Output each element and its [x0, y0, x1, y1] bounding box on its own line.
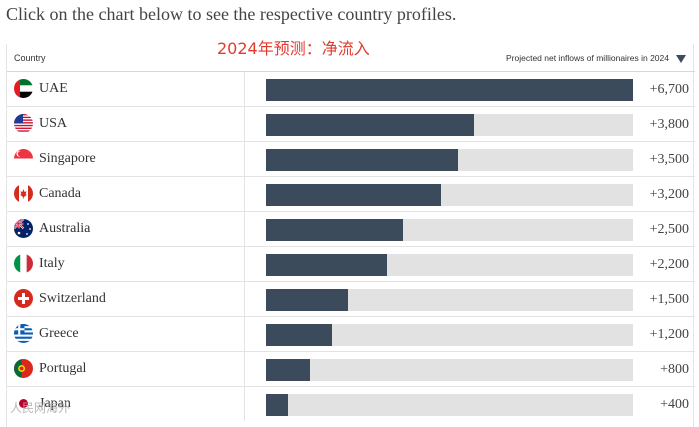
millionaire-inflows-chart: Country 2024年预测：净流入 Projected net inflow… [6, 39, 695, 427]
country-name: Italy [39, 256, 65, 271]
usa-flag-icon [14, 114, 33, 133]
country-row-singapore[interactable]: Singapore +3,500 [7, 141, 695, 176]
value-label: +1,200 [649, 327, 689, 342]
country-name: Greece [39, 326, 79, 341]
bar-track [266, 254, 633, 276]
country-label-cell: Switzerland [7, 282, 245, 316]
triangle-down-icon[interactable] [676, 55, 686, 63]
italy-flag-icon [14, 254, 33, 273]
country-label-cell: Greece [7, 317, 245, 351]
country-name: Switzerland [39, 291, 106, 306]
bar-canada[interactable] [266, 184, 442, 206]
bar-track [266, 219, 633, 241]
watermark: 人民网海外 [10, 401, 71, 415]
greece-flag-icon [14, 324, 33, 343]
country-label-cell: Portugal [7, 352, 245, 386]
bar-portugal[interactable] [266, 359, 310, 381]
country-label-cell: USA [7, 107, 245, 141]
column-header-metric[interactable]: Projected net inflows of millionaires in… [505, 53, 669, 63]
country-name: Canada [39, 186, 81, 201]
value-label: +400 [660, 397, 689, 412]
bar-track [266, 114, 633, 136]
country-row-japan[interactable]: Japan +400 [7, 386, 695, 421]
country-label-cell: Australia [7, 212, 245, 246]
value-label: +6,700 [649, 82, 689, 97]
country-row-greece[interactable]: Greece +1,200 [7, 316, 695, 351]
switzerland-flag-icon [14, 289, 33, 308]
bar-track [266, 289, 633, 311]
value-label: +3,500 [649, 152, 689, 167]
country-name: Japan [39, 396, 71, 411]
value-label: +2,500 [649, 222, 689, 237]
country-row-italy[interactable]: Italy +2,200 [7, 246, 695, 281]
country-name: USA [39, 116, 68, 131]
uae-flag-icon [14, 79, 33, 98]
portugal-flag-icon [14, 359, 33, 378]
bar-greece[interactable] [266, 324, 332, 346]
bar-australia[interactable] [266, 219, 403, 241]
chart-instruction: Click on the chart below to see the resp… [6, 4, 457, 24]
country-row-australia[interactable]: Australia +2,500 [7, 211, 695, 246]
column-header-country: Country [14, 53, 46, 63]
country-label-cell: Japan [7, 387, 245, 421]
bar-italy[interactable] [266, 254, 387, 276]
chart-header: Country 2024年预测：净流入 Projected net inflow… [7, 39, 695, 71]
bar-japan[interactable] [266, 394, 288, 416]
value-label: +3,200 [649, 187, 689, 202]
bar-track [266, 149, 633, 171]
country-name: Portugal [39, 361, 87, 376]
singapore-flag-icon [14, 149, 33, 168]
bar-usa[interactable] [266, 114, 475, 136]
country-name: UAE [39, 81, 68, 96]
value-label: +3,800 [649, 117, 689, 132]
country-label-cell: UAE [7, 72, 245, 106]
chart-rows: UAE +6,700 USA +3,800 Singapore +3,500 Canada +… [7, 71, 695, 421]
country-label-cell: Italy [7, 247, 245, 281]
bar-singapore[interactable] [266, 149, 458, 171]
country-name: Singapore [39, 151, 96, 166]
country-row-switzerland[interactable]: Switzerland +1,500 [7, 281, 695, 316]
country-row-uae[interactable]: UAE +6,700 [7, 71, 695, 106]
country-label-cell: Canada [7, 177, 245, 211]
bar-uae[interactable] [266, 79, 633, 101]
value-label: +800 [660, 362, 689, 377]
country-row-usa[interactable]: USA +3,800 [7, 106, 695, 141]
canada-flag-icon [14, 184, 33, 203]
overlay-title: 2024年预测：净流入 [217, 39, 370, 58]
bar-track [266, 79, 633, 101]
bar-track [266, 359, 633, 381]
bar-track [266, 324, 633, 346]
value-label: +1,500 [649, 292, 689, 307]
japan-flag-icon [14, 394, 33, 413]
bar-track [266, 184, 633, 206]
bar-switzerland[interactable] [266, 289, 349, 311]
country-label-cell: Singapore [7, 142, 245, 176]
country-name: Australia [39, 221, 91, 236]
country-row-portugal[interactable]: Portugal +800 [7, 351, 695, 386]
country-row-canada[interactable]: Canada +3,200 [7, 176, 695, 211]
australia-flag-icon [14, 219, 33, 238]
value-label: +2,200 [649, 257, 689, 272]
bar-track [266, 394, 633, 416]
